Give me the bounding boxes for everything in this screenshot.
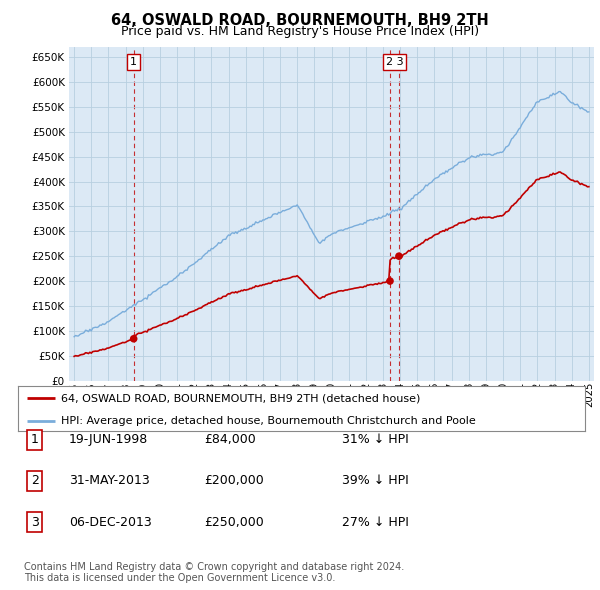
Text: 1: 1 [31, 433, 39, 446]
Text: HPI: Average price, detached house, Bournemouth Christchurch and Poole: HPI: Average price, detached house, Bour… [61, 416, 475, 426]
Text: 1: 1 [130, 57, 137, 67]
Text: 31-MAY-2013: 31-MAY-2013 [69, 474, 150, 487]
Text: 3: 3 [31, 516, 39, 529]
Point [129, 334, 139, 343]
Text: 19-JUN-1998: 19-JUN-1998 [69, 433, 148, 446]
Text: 2 3: 2 3 [386, 57, 403, 67]
Text: £84,000: £84,000 [204, 433, 256, 446]
Text: 64, OSWALD ROAD, BOURNEMOUTH, BH9 2TH (detached house): 64, OSWALD ROAD, BOURNEMOUTH, BH9 2TH (d… [61, 394, 420, 404]
Text: 64, OSWALD ROAD, BOURNEMOUTH, BH9 2TH: 64, OSWALD ROAD, BOURNEMOUTH, BH9 2TH [111, 13, 489, 28]
Point [394, 251, 404, 261]
Text: Contains HM Land Registry data © Crown copyright and database right 2024.: Contains HM Land Registry data © Crown c… [24, 562, 404, 572]
Text: 31% ↓ HPI: 31% ↓ HPI [342, 433, 409, 446]
Text: 39% ↓ HPI: 39% ↓ HPI [342, 474, 409, 487]
Text: This data is licensed under the Open Government Licence v3.0.: This data is licensed under the Open Gov… [24, 573, 335, 584]
Text: Price paid vs. HM Land Registry's House Price Index (HPI): Price paid vs. HM Land Registry's House … [121, 25, 479, 38]
Point [385, 276, 395, 286]
Text: 06-DEC-2013: 06-DEC-2013 [69, 516, 152, 529]
Text: £250,000: £250,000 [204, 516, 264, 529]
Text: 2: 2 [31, 474, 39, 487]
Text: £200,000: £200,000 [204, 474, 264, 487]
Text: 27% ↓ HPI: 27% ↓ HPI [342, 516, 409, 529]
